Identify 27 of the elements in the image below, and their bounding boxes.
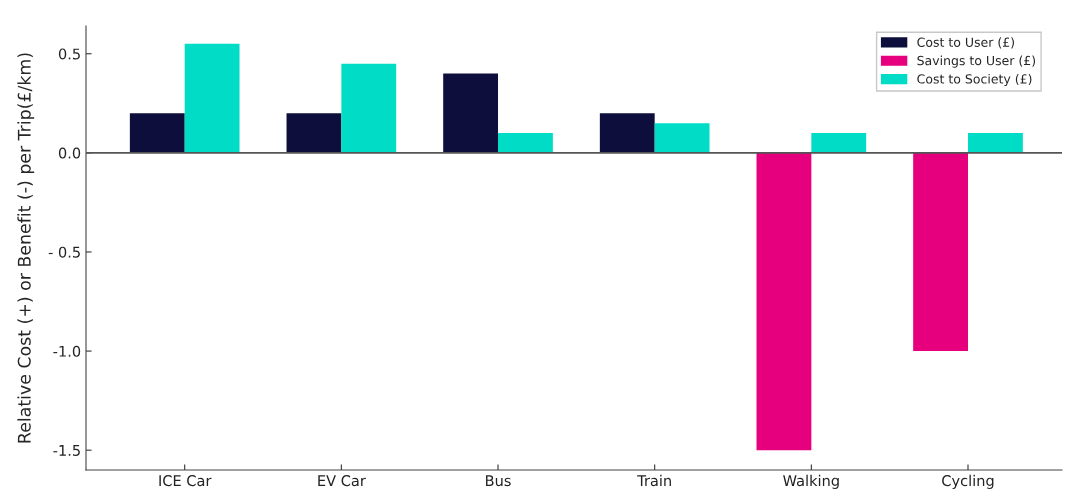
y-tick-label: -1.5 (53, 445, 80, 456)
bar (968, 133, 1023, 153)
y-axis-title: Relative Cost (+) or Benefit (-) per Trip(£/km) (17, 53, 35, 443)
legend-label: Cost to Society (£) (917, 73, 1032, 87)
bar (184, 43, 240, 153)
bar (811, 133, 867, 153)
x-tick-label: Walking (783, 474, 839, 489)
bar (654, 123, 710, 153)
x-tick-label: EV Car (318, 475, 366, 487)
x-tick-label: Train (637, 474, 671, 487)
bar (286, 113, 342, 153)
y-tick-label: -1.0 (53, 345, 81, 357)
y-tick-label: 0.5 (58, 48, 80, 60)
legend-label: Cost to User (£) (917, 37, 1014, 49)
legend-label: Savings to User (£) (917, 55, 1036, 68)
y-tick-label: - 0.5 (48, 246, 80, 258)
bar (756, 152, 812, 451)
bar (498, 133, 553, 153)
bar (129, 113, 185, 153)
bar (341, 63, 397, 153)
bar (913, 152, 968, 352)
bar (599, 113, 655, 153)
y-tick-label: 0.0 (58, 147, 81, 159)
x-tick-label: Bus (486, 475, 511, 487)
x-tick-label: Cycling (942, 474, 994, 489)
bar (443, 73, 499, 153)
x-tick-label: ICE Car (159, 475, 212, 487)
